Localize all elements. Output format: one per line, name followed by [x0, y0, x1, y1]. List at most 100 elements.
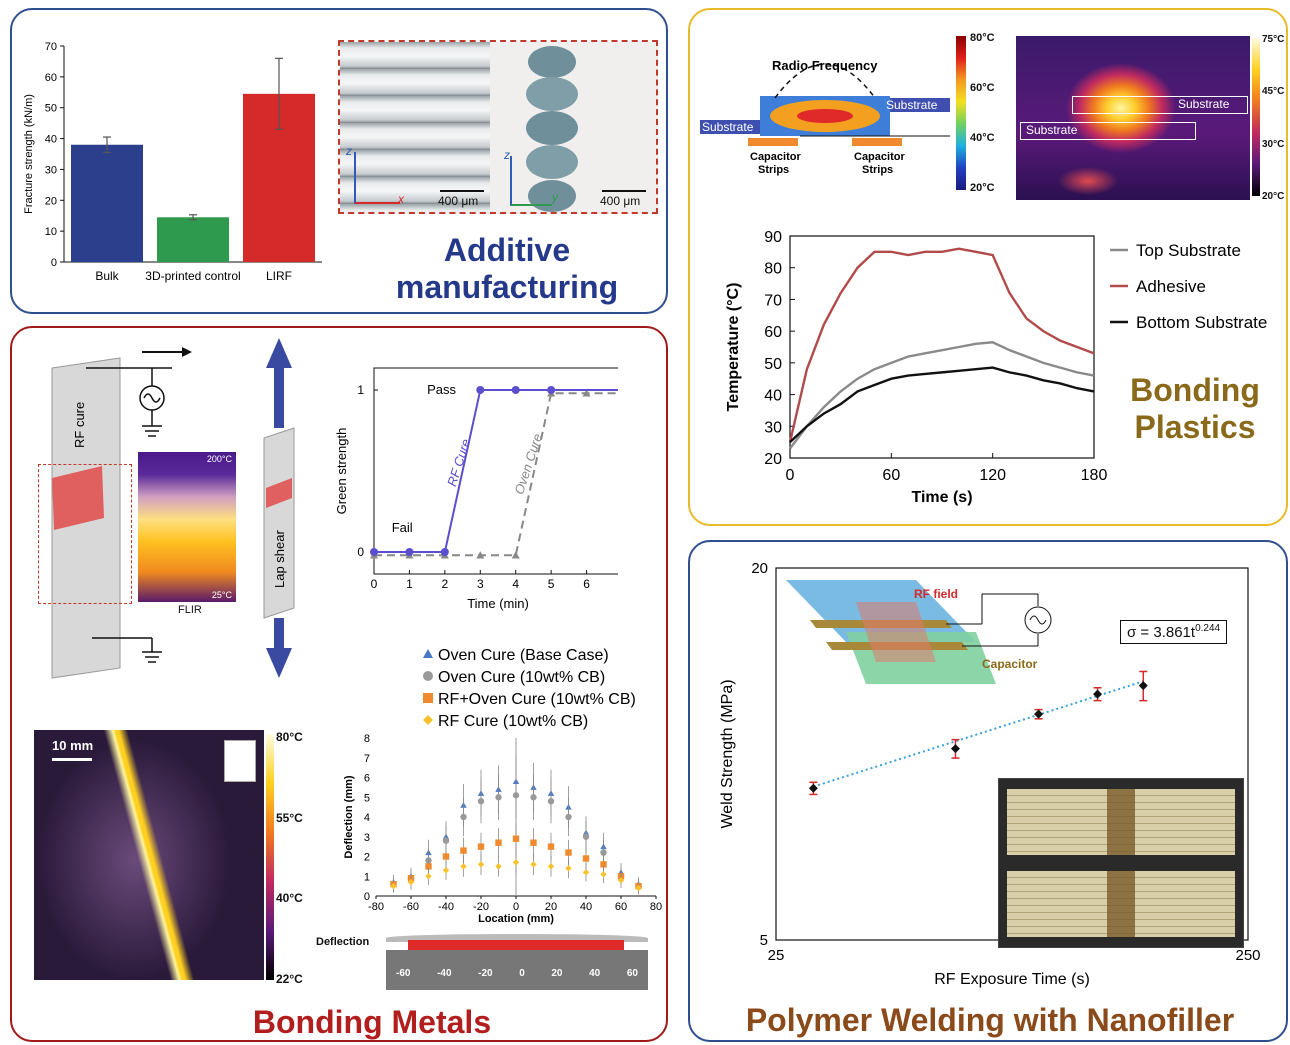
- x-tick-label: LIRF: [266, 269, 292, 283]
- rf-cure-point: [511, 386, 520, 394]
- data-point: [600, 861, 607, 868]
- thermal-image-plastics: Substrate Substrate: [1016, 36, 1250, 200]
- y-tick-label: 0: [51, 257, 57, 269]
- data-point: [600, 871, 607, 878]
- bar-tick: 20: [551, 968, 563, 979]
- metals-tick: 55°C: [276, 810, 303, 825]
- heat-hot: [797, 109, 853, 123]
- photo-frame: [338, 40, 658, 214]
- x-tick-label: -40: [438, 901, 454, 913]
- y-tick-label: 70: [764, 292, 782, 309]
- substrate-outline-bottom: [1020, 122, 1196, 140]
- y-tick-label: 20: [751, 560, 768, 577]
- series-line: [788, 247, 1095, 443]
- y-tick-label: 1: [364, 871, 370, 883]
- substrate-right-label: Substrate: [886, 98, 938, 112]
- y-tick-label: 0: [364, 891, 370, 903]
- flir-thermal-image: 200°C 25°C: [138, 452, 236, 602]
- x-tick-label: 80: [650, 901, 662, 913]
- equation-text: σ = 3.861t: [1127, 624, 1196, 641]
- rf-cure-label: RF cure: [72, 402, 87, 448]
- y-tick-label: 0: [357, 545, 364, 559]
- direction-arrowhead: [182, 347, 192, 357]
- data-point: [600, 849, 607, 856]
- thermal-image-metals: 10 mm: [34, 730, 264, 980]
- deflection-bar-schematic: Deflection -60 -40 -20 0 20 40 60: [316, 932, 648, 990]
- annotation-rf-cure: RF Cure: [444, 437, 473, 488]
- thermal-tick: 30°C: [1262, 138, 1285, 150]
- adhesive-joint: [52, 466, 104, 530]
- x-axis-label: Time (min): [467, 596, 529, 611]
- thermal-substrate-label-bottom: Substrate: [1026, 123, 1078, 137]
- legend-label: Bottom Substrate: [1136, 313, 1267, 332]
- data-point: [477, 798, 485, 805]
- data-point: [442, 837, 450, 844]
- annotation-oven-cure: Oven Cure: [511, 432, 545, 496]
- scale-bar: [440, 190, 484, 192]
- oven-cure-line: [374, 392, 618, 557]
- data-point: [582, 833, 590, 840]
- ground-icon: [142, 638, 162, 663]
- y-tick-label: 5: [364, 792, 370, 804]
- flir-lo-label: 25°C: [211, 590, 232, 600]
- data-point: [495, 839, 502, 846]
- legend-label: Adhesive: [1136, 277, 1206, 296]
- thermal-colorbar: [1252, 38, 1260, 196]
- y-tick-label: 20: [764, 451, 782, 468]
- flir-hi-label: 200°C: [206, 454, 232, 464]
- lap-shear-label: Lap shear: [272, 530, 287, 588]
- legend-marker: [423, 715, 433, 725]
- equation-box: σ = 3.861t0.244: [1120, 620, 1228, 644]
- axis-label-z: z: [346, 144, 352, 158]
- x-tick-label: -80: [368, 901, 384, 913]
- y-tick-label: 70: [45, 41, 57, 53]
- legend-label: Top Substrate: [1136, 241, 1241, 260]
- data-point: [950, 744, 960, 754]
- deflected-beam: [386, 934, 648, 942]
- capacitor-right-line2: Strips: [862, 164, 893, 176]
- legend-marker: [423, 693, 433, 703]
- data-point: [635, 884, 642, 892]
- data-point: [808, 783, 818, 793]
- capacitor-left-line2: Strips: [758, 164, 789, 176]
- data-point: [425, 863, 432, 870]
- rf-field-label: RF field: [914, 587, 958, 601]
- data-point: [460, 863, 467, 870]
- lap-shear-schematic: RF cure Lap shear: [51, 338, 295, 679]
- substrate-outline-top: [1072, 96, 1248, 114]
- x-axis-label: RF Exposure Time (s): [934, 971, 1090, 988]
- stacked-filament-photo: z x 400 μm: [340, 42, 490, 214]
- data-point: [582, 869, 590, 876]
- x-tick-label: 2: [442, 577, 449, 591]
- y-tick-label: 60: [45, 72, 57, 84]
- base-plate: [386, 950, 648, 990]
- colorbar-tick: 40°C: [970, 132, 995, 144]
- capacitor-right-line1: Capacitor: [854, 151, 905, 163]
- metals-colorbar-ticks: 80°C 55°C 40°C 22°C: [276, 730, 303, 986]
- x-tick-label: 0: [371, 577, 378, 591]
- x-tick-label: 0: [786, 467, 795, 484]
- y-tick-label: 10: [45, 226, 57, 238]
- rf-cure-point: [547, 386, 556, 394]
- green-strength-chart: 0123456701Time (min)Green strengthPassFa…: [334, 367, 618, 611]
- axis-label-x: x: [398, 192, 404, 206]
- data-point: [530, 794, 537, 801]
- legend-label: Oven Cure (Base Case): [438, 647, 609, 664]
- axis-arrows: [354, 152, 400, 204]
- metals-tick: 22°C: [276, 971, 303, 986]
- scale-10mm-bar: [52, 758, 92, 761]
- x-tick-label: 25: [768, 947, 785, 964]
- capacitor-label: Capacitor: [982, 657, 1038, 671]
- y-tick-label: 80: [764, 261, 782, 278]
- welded-samples-photo: [998, 778, 1244, 948]
- x-axis-label: Location (mm): [478, 913, 554, 925]
- fracture-strength-bar-chart: 0 10 20 30 40 50 60 70 Fracture strength (kN/m) B…: [23, 41, 322, 283]
- bonding-plastics-title-line2: Plastics: [1134, 408, 1256, 445]
- annotation-fail: Fail: [392, 520, 413, 535]
- data-point: [565, 813, 572, 821]
- bar-tick: 0: [519, 968, 525, 979]
- colorbar-tick: 20°C: [970, 182, 995, 194]
- series-line: [789, 366, 1095, 444]
- y-tick-label: 40: [764, 388, 782, 405]
- x-tick-label: 6: [583, 577, 590, 591]
